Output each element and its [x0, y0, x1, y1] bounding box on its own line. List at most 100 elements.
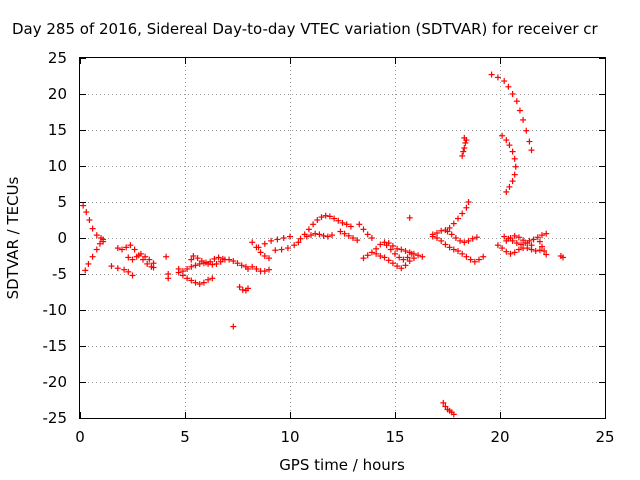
data-point — [324, 233, 331, 240]
data-point — [511, 155, 518, 162]
data-point — [506, 183, 513, 190]
data-point — [452, 235, 459, 241]
data-point — [503, 188, 510, 195]
data-point — [457, 237, 464, 244]
data-point — [175, 269, 182, 276]
data-point — [93, 232, 100, 239]
data-point — [488, 71, 495, 78]
data-point — [144, 260, 151, 267]
data-point — [524, 240, 531, 247]
data-point — [239, 286, 246, 293]
x-tick-labels: 0 5 10 15 20 25 — [75, 428, 614, 446]
data-point — [209, 275, 216, 282]
data-point — [100, 236, 107, 243]
data-point — [261, 240, 268, 247]
data-point — [515, 246, 522, 253]
data-point — [360, 255, 367, 262]
data-point — [480, 253, 487, 260]
data-point — [125, 268, 132, 275]
data-point — [506, 142, 513, 149]
data-point — [523, 127, 530, 134]
data-point — [188, 277, 195, 284]
data-point — [462, 139, 469, 146]
data-point — [331, 215, 338, 222]
data-point — [219, 255, 226, 262]
data-point — [310, 221, 317, 228]
y-tick-label: 10 — [48, 157, 67, 175]
data-point — [137, 250, 144, 257]
data-point — [150, 260, 157, 267]
data-point — [469, 235, 476, 242]
data-point — [450, 411, 457, 418]
data-point — [459, 210, 466, 217]
data-point — [249, 239, 256, 246]
data-point — [200, 279, 207, 286]
data-point — [108, 263, 115, 270]
data-point — [131, 246, 138, 253]
data-point — [96, 240, 103, 247]
data-point — [268, 237, 275, 244]
data-point — [516, 107, 523, 114]
data-point — [114, 245, 121, 252]
data-point — [494, 242, 501, 249]
data-point — [536, 238, 543, 245]
data-point — [368, 235, 375, 241]
data-point — [146, 256, 153, 263]
data-point — [505, 83, 512, 90]
data-point — [364, 252, 371, 259]
data-point — [261, 253, 268, 259]
data-point — [408, 250, 415, 257]
data-point — [526, 138, 533, 145]
y-tick-label: -5 — [52, 265, 67, 283]
data-point — [295, 239, 302, 246]
data-point — [515, 234, 522, 241]
data-point — [121, 266, 128, 273]
x-tick-label: 15 — [385, 428, 404, 446]
data-point — [429, 231, 436, 238]
data-point — [543, 230, 550, 237]
data-point — [314, 217, 321, 223]
data-point — [266, 266, 272, 273]
data-point — [400, 256, 407, 263]
data-point — [192, 262, 199, 269]
data-point — [507, 235, 514, 241]
data-point — [543, 251, 550, 258]
data-points — [80, 71, 566, 418]
data-point — [312, 230, 319, 237]
data-point — [326, 213, 333, 220]
data-point — [541, 247, 548, 254]
data-point — [345, 232, 352, 239]
data-point — [377, 253, 384, 259]
data-point — [236, 283, 243, 290]
data-point — [507, 250, 514, 257]
data-point — [255, 244, 262, 251]
y-tick-label: 5 — [57, 193, 67, 211]
data-point — [389, 260, 396, 267]
data-point — [385, 257, 392, 264]
data-point — [303, 233, 310, 240]
plot-frame — [79, 57, 606, 419]
data-point — [461, 145, 468, 151]
grid-lines — [80, 58, 605, 418]
data-point — [320, 232, 327, 239]
x-tick-label: 5 — [180, 428, 190, 446]
data-point — [89, 225, 96, 232]
data-point — [364, 231, 371, 238]
data-point — [82, 267, 89, 274]
data-point — [253, 265, 260, 272]
data-point — [213, 260, 220, 267]
data-point — [509, 148, 516, 155]
y-tick-label: -20 — [43, 373, 68, 391]
data-point — [245, 285, 251, 292]
data-point — [129, 256, 136, 263]
data-point — [444, 228, 451, 235]
data-point — [465, 237, 472, 244]
data-point — [406, 258, 413, 265]
data-point — [360, 226, 367, 233]
data-point — [501, 233, 508, 240]
data-point — [513, 240, 520, 247]
data-point — [86, 217, 93, 223]
data-point — [539, 232, 545, 239]
data-point — [438, 237, 445, 244]
